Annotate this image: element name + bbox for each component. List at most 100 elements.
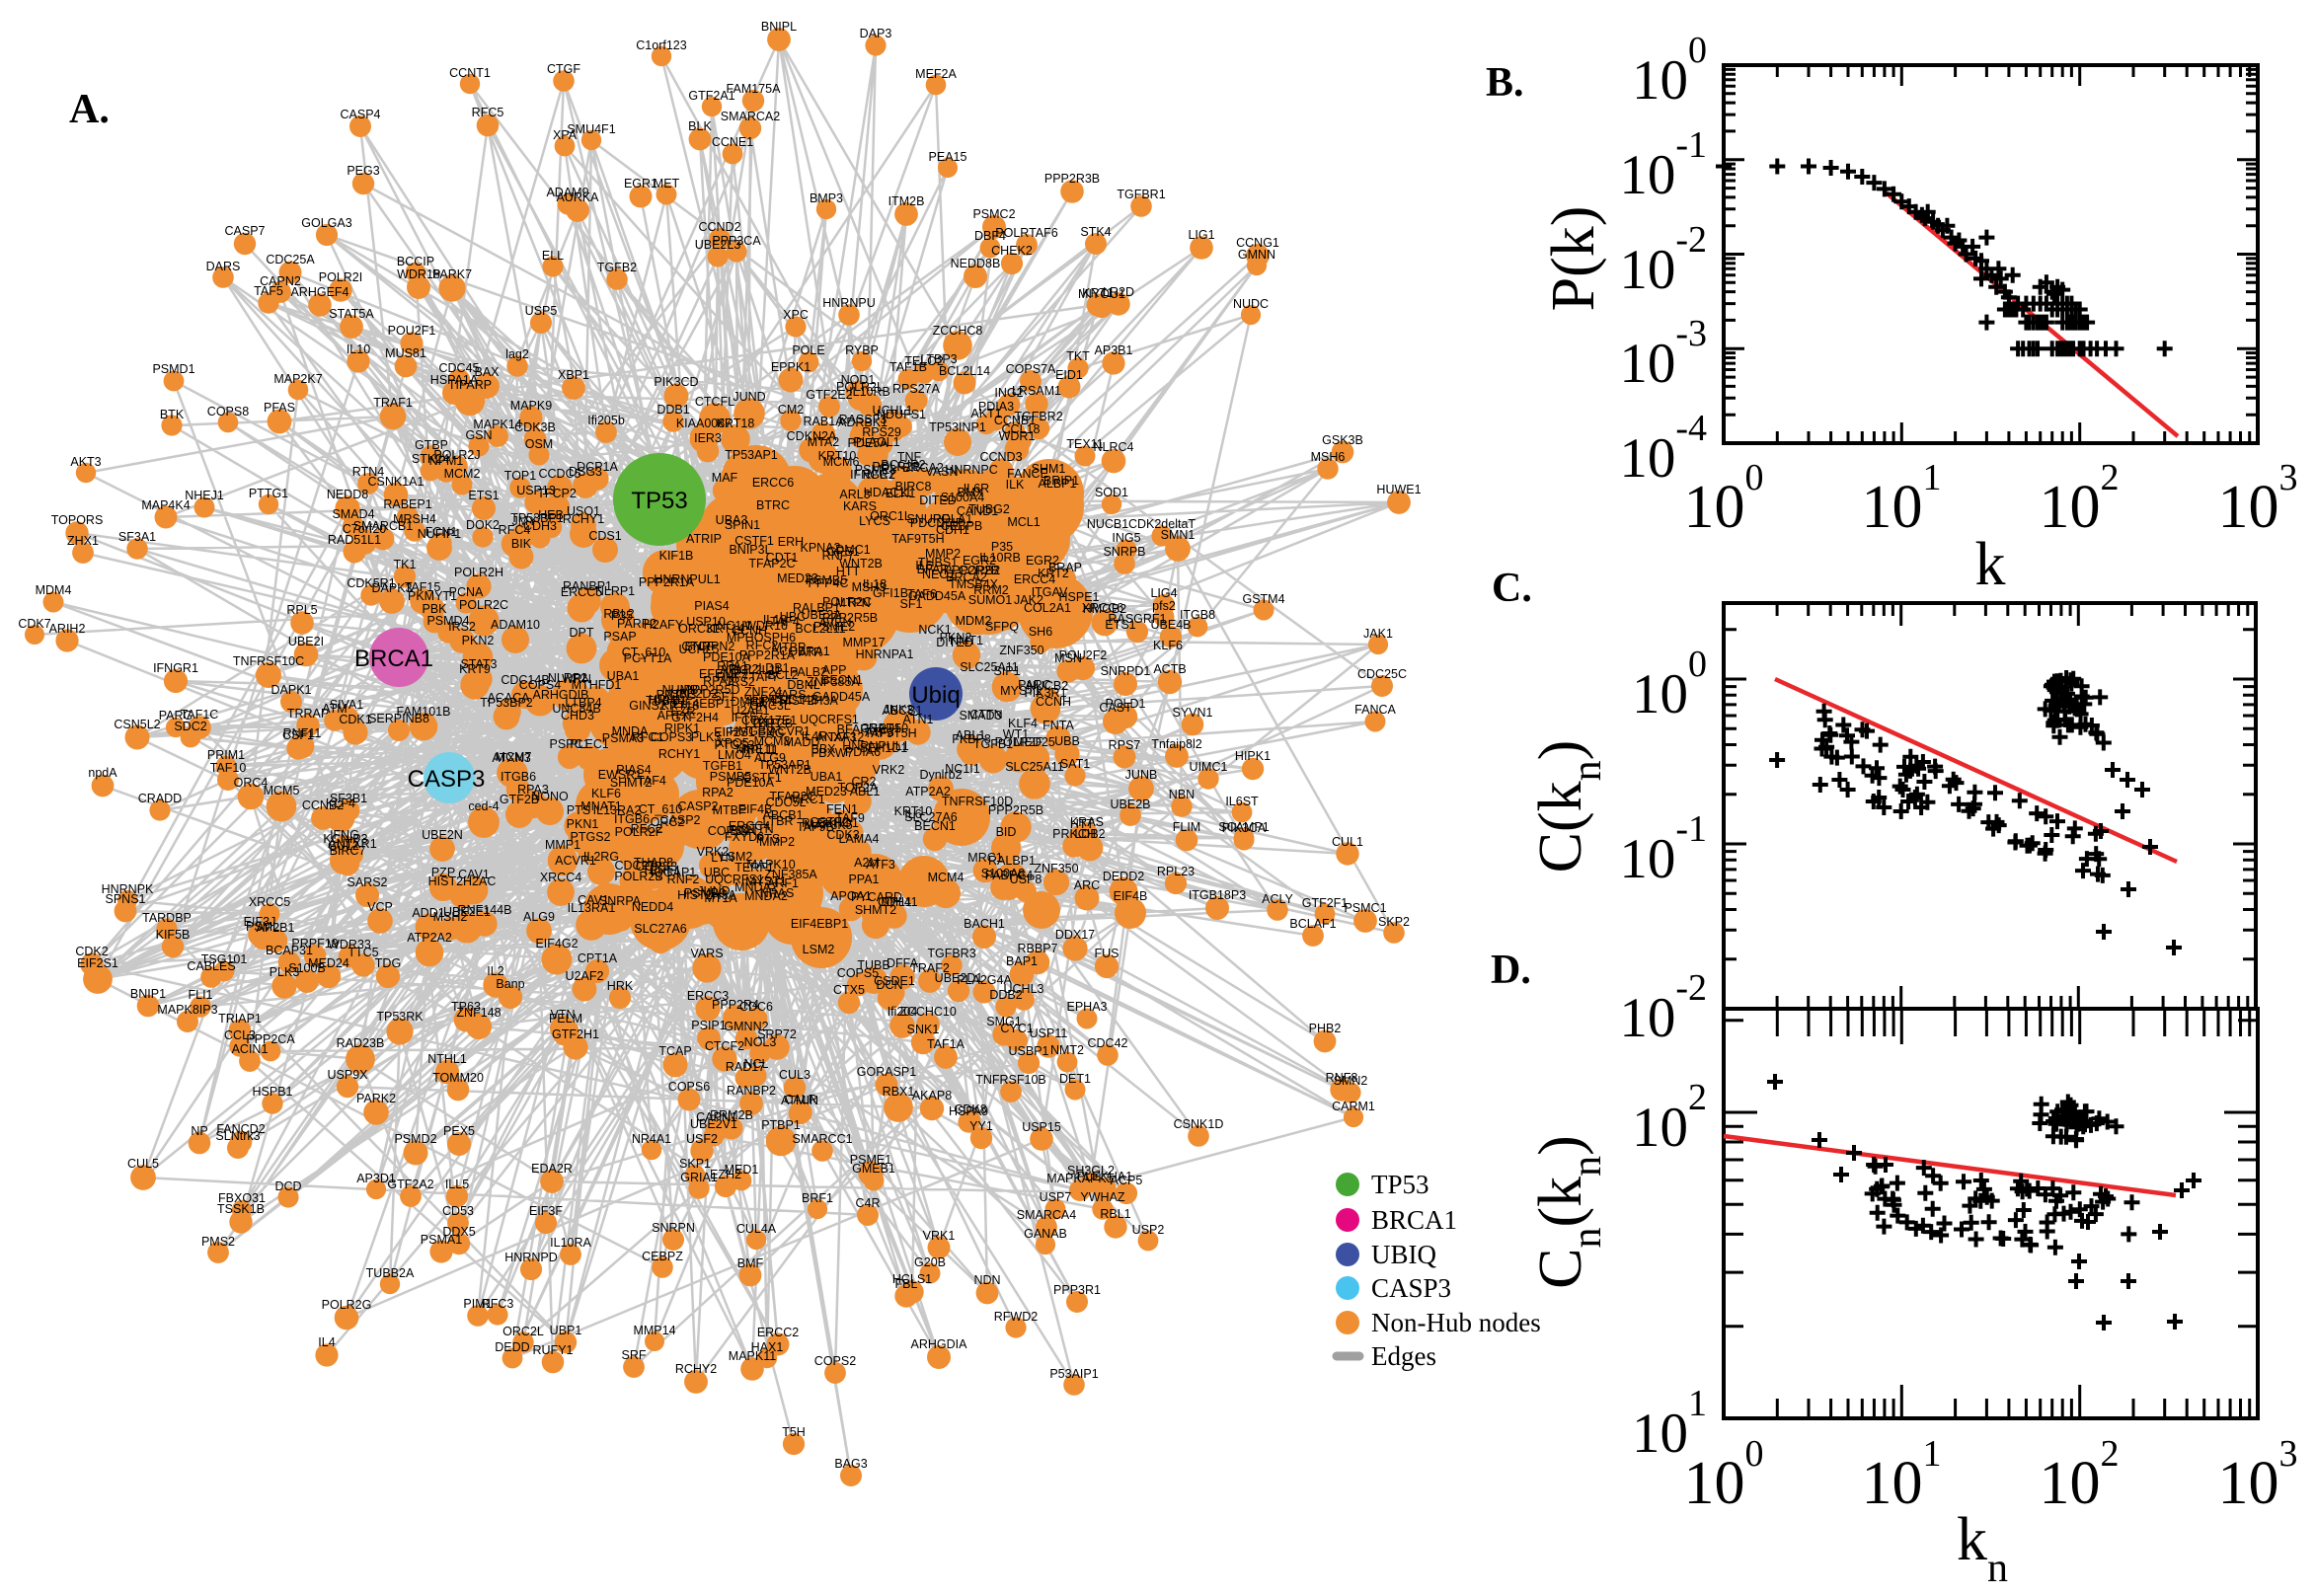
svg-text:P35: P35 <box>611 609 633 623</box>
svg-text:PSMD4: PSMD4 <box>426 614 469 628</box>
svg-text:LTBR: LTBR <box>762 814 793 828</box>
svg-text:WT1: WT1 <box>1003 727 1029 741</box>
svg-text:PPA1: PPA1 <box>848 873 879 886</box>
svg-text:HMGB2: HMGB2 <box>730 724 774 738</box>
svg-text:HRH1: HRH1 <box>649 693 682 707</box>
svg-text:ORC4: ORC4 <box>234 776 269 790</box>
svg-text:HSPA1A: HSPA1A <box>430 373 479 387</box>
svg-text:ACACA: ACACA <box>487 691 530 705</box>
svg-text:BRIP1: BRIP1 <box>1043 474 1079 488</box>
svg-text:CDK1: CDK1 <box>339 713 371 726</box>
svg-text:RALBP1: RALBP1 <box>988 854 1036 868</box>
svg-text:KRT10: KRT10 <box>894 804 933 818</box>
svg-text:CDT1: CDT1 <box>766 551 799 565</box>
svg-text:ABL1: ABL1 <box>850 785 881 798</box>
svg-text:KRT18: KRT18 <box>661 699 700 713</box>
svg-text:PYCARD: PYCARD <box>851 890 902 904</box>
svg-text:MDM2: MDM2 <box>956 614 992 628</box>
svg-text:MSH3: MSH3 <box>852 580 887 594</box>
svg-text:SMN1: SMN1 <box>1161 528 1196 542</box>
svg-text:FNTA: FNTA <box>1042 719 1074 732</box>
svg-text:COBRA1: COBRA1 <box>779 645 829 658</box>
svg-text:ALBP1: ALBP1 <box>1039 477 1077 491</box>
svg-text:MPHOSPH6: MPHOSPH6 <box>727 631 796 645</box>
svg-text:FCN1: FCN1 <box>425 525 458 539</box>
svg-text:TP53AP1: TP53AP1 <box>725 448 778 462</box>
svg-text:COX17E1: COX17E1 <box>741 714 797 727</box>
svg-text:ATF3: ATF3 <box>865 725 894 739</box>
svg-text:SNRPN2: SNRPN2 <box>685 640 735 653</box>
svg-text:YY1: YY1 <box>969 1119 993 1133</box>
svg-text:TAF4: TAF4 <box>770 615 800 629</box>
svg-text:CASP2: CASP2 <box>660 813 701 827</box>
svg-text:CEBPB: CEBPB <box>941 519 982 533</box>
svg-text:MNDA: MNDA <box>612 724 649 738</box>
svg-text:DEDD: DEDD <box>495 1340 529 1354</box>
svg-text:AP3D1: AP3D1 <box>356 1172 396 1185</box>
svg-text:IER3: IER3 <box>694 431 722 445</box>
svg-text:SF1: SF1 <box>714 690 736 704</box>
svg-text:CPT1A: CPT1A <box>578 951 618 965</box>
svg-text:HCLS1: HCLS1 <box>892 1272 932 1286</box>
svg-text:POLR2C: POLR2C <box>459 598 508 612</box>
svg-text:VARS: VARS <box>773 688 806 702</box>
svg-text:CUL4A: CUL4A <box>736 1222 777 1236</box>
svg-text:ATXN3: ATXN3 <box>492 751 530 765</box>
svg-text:npdA: npdA <box>88 766 117 780</box>
svg-text:MRC1: MRC1 <box>967 851 1002 865</box>
svg-text:CASP3: CASP3 <box>1371 1273 1451 1303</box>
svg-text:RUFY1: RUFY1 <box>533 1343 574 1357</box>
svg-text:STAT5A: STAT5A <box>329 307 374 321</box>
svg-text:SMARCC1: SMARCC1 <box>792 1132 852 1146</box>
svg-text:KIF1B: KIF1B <box>659 549 694 563</box>
svg-text:RPL11: RPL11 <box>741 743 778 757</box>
svg-text:UBC: UBC <box>780 610 806 624</box>
svg-text:NC1I1: NC1I1 <box>717 619 751 633</box>
svg-text:MCM7: MCM7 <box>496 750 532 764</box>
svg-text:RAD50: RAD50 <box>869 722 908 735</box>
svg-text:PARK2: PARK2 <box>356 1092 396 1105</box>
svg-text:MMP2: MMP2 <box>925 547 961 561</box>
svg-text:IFNGR1: IFNGR1 <box>153 661 198 675</box>
svg-text:CDC42: CDC42 <box>1088 1036 1128 1050</box>
svg-text:BNIPL: BNIPL <box>761 20 797 34</box>
svg-text:BIRC8: BIRC8 <box>895 480 932 494</box>
svg-text:RCHY1: RCHY1 <box>658 747 700 761</box>
svg-text:PBK: PBK <box>422 602 447 616</box>
svg-text:PMS2: PMS2 <box>201 1235 235 1249</box>
svg-text:GSN: GSN <box>465 428 492 442</box>
svg-text:BRCA2: BRCA2 <box>902 461 944 475</box>
svg-text:PDCD6IP: PDCD6IP <box>910 516 964 530</box>
svg-text:IFT57: IFT57 <box>732 711 764 724</box>
svg-text:CSNK1A1: CSNK1A1 <box>368 475 425 489</box>
svg-text:PHB2: PHB2 <box>1309 1022 1342 1035</box>
svg-text:RPL23: RPL23 <box>1157 865 1195 878</box>
svg-text:MAPK10: MAPK10 <box>746 858 795 872</box>
svg-text:STAT3: STAT3 <box>460 657 497 671</box>
svg-text:LR2D: LR2D <box>1103 285 1134 299</box>
svg-text:SLC27A6: SLC27A6 <box>904 810 958 824</box>
svg-text:CDC25C: CDC25C <box>1357 667 1407 681</box>
svg-text:RIPK1: RIPK1 <box>664 722 700 735</box>
svg-text:PPP2R1A: PPP2R1A <box>639 575 695 589</box>
svg-text:TP53: TP53 <box>1371 1170 1429 1199</box>
svg-text:RPA2: RPA2 <box>703 674 734 688</box>
svg-text:SARS2: SARS2 <box>347 875 388 889</box>
svg-text:XRCC6: XRCC6 <box>1082 601 1123 615</box>
svg-text:SRP72: SRP72 <box>757 1027 797 1041</box>
svg-text:CTCF: CTCF <box>681 640 715 653</box>
svg-text:SMAD3: SMAD3 <box>959 709 1001 722</box>
svg-text:BGN: BGN <box>730 824 756 838</box>
svg-text:k: k <box>1975 531 2006 598</box>
svg-text:TFAP2C: TFAP2C <box>769 790 815 803</box>
svg-text:TP53: TP53 <box>631 488 687 514</box>
svg-text:GSTM4: GSTM4 <box>1242 592 1284 606</box>
svg-text:GTF2B: GTF2B <box>753 717 793 730</box>
svg-text:POLR2F: POLR2F <box>995 735 1043 749</box>
svg-text:USF2: USF2 <box>686 1132 718 1146</box>
svg-text:TAF9T5H: TAF9T5H <box>864 726 916 740</box>
svg-text:LDB2: LDB2 <box>1074 827 1105 841</box>
svg-text:MNDA2: MNDA2 <box>744 889 788 903</box>
svg-text:DFFA: DFFA <box>887 956 919 970</box>
svg-text:ZHX1: ZHX1 <box>67 534 99 548</box>
